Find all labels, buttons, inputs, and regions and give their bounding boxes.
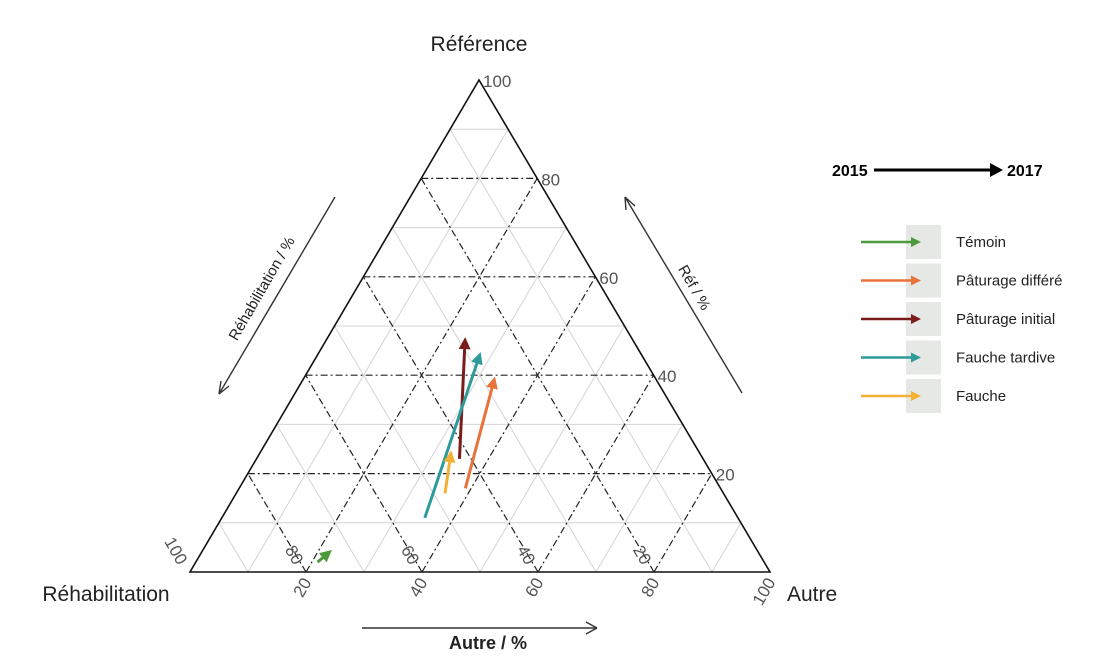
rehabilitation-axis-arrowhead	[218, 380, 230, 395]
period-end-label: 2017	[1007, 163, 1043, 180]
legend-label-1: Pâturage différé	[956, 273, 1062, 290]
rehabilitation-axis-arrow	[218, 196, 336, 395]
vertex-label-rehabilitation: Réhabilitation	[42, 583, 169, 606]
period-arrowhead	[990, 163, 1003, 177]
series-arrows	[316, 337, 498, 564]
major-gridline-autre-60	[537, 374, 655, 573]
major-gridline-rehabilitation-40	[362, 276, 539, 573]
minor-gridline-rehabilitation-30	[391, 227, 597, 573]
tick-label-reference-80: 80	[541, 170, 560, 189]
legend-label-0: Témoin	[956, 234, 1006, 251]
legend: Témoin Pâturage différé Pâturage initial Fa…	[861, 225, 1062, 413]
tick-label-reference-40: 40	[658, 367, 677, 386]
legend-label-3: Fauche tardive	[956, 350, 1055, 367]
major-gridline-rehabilitation-80	[247, 473, 307, 573]
minor-gridline-autre-90	[711, 522, 742, 573]
autre-axis-title: Autre / %	[449, 633, 527, 653]
tick-label-reference-60: 60	[599, 269, 618, 288]
vertex-label-reference: Référence	[431, 33, 528, 56]
ternary-triangle-outline	[188, 78, 772, 573]
series-arrow-3	[423, 352, 483, 519]
minor-gridline-rehabilitation-50	[334, 325, 481, 573]
reference-axis-arrow	[624, 196, 743, 394]
tick-label-autre-60: 60	[522, 575, 548, 601]
major-gridline-autre-40	[421, 276, 596, 573]
minor-gridline-rehabilitation-10	[449, 128, 713, 573]
tick-label-autre-80: 80	[638, 575, 664, 601]
tick-label-autre-40: 40	[406, 575, 432, 601]
tick-label-rehabilitation-40: 40	[513, 542, 539, 568]
minor-gridline-autre-10	[247, 128, 509, 573]
major-gridline-autre-80	[653, 473, 713, 573]
tick-label-autre-100: 100	[749, 575, 780, 609]
tick-label-rehabilitation-60: 60	[397, 542, 423, 568]
vertex-label-autre: Autre	[787, 583, 837, 606]
reference-axis-title: Réf / %	[674, 262, 713, 313]
tick-label-rehabilitation-100: 100	[160, 534, 191, 568]
series-arrow-1	[463, 376, 498, 489]
tick-label-reference-100: 100	[483, 72, 511, 91]
minor-grid	[218, 128, 742, 573]
legend-label-4: Fauche	[956, 388, 1006, 405]
tick-label-reference-20: 20	[716, 466, 735, 485]
reference-axis-arrowhead	[624, 196, 636, 211]
minor-gridline-autre-70	[595, 424, 684, 573]
rehabilitation-axis-title: Réhabilitation / %	[226, 234, 299, 344]
minor-gridline-rehabilitation-70	[276, 424, 365, 573]
tick-label-rehabilitation-20: 20	[629, 542, 655, 568]
major-gridline-rehabilitation-60	[305, 374, 423, 573]
autre-axis-arrowhead	[585, 621, 598, 635]
tick-label-autre-20: 20	[290, 575, 316, 601]
period-start-label: 2015	[832, 163, 868, 180]
series-arrow-2	[457, 337, 471, 459]
minor-gridline-rehabilitation-90	[218, 522, 249, 573]
tick-label-rehabilitation-80: 80	[281, 542, 307, 568]
series-arrow-4	[443, 450, 456, 494]
major-grid	[247, 177, 713, 573]
legend-label-2: Pâturage initial	[956, 311, 1055, 328]
series-arrow-0	[316, 549, 332, 564]
minor-gridline-autre-50	[479, 325, 625, 573]
